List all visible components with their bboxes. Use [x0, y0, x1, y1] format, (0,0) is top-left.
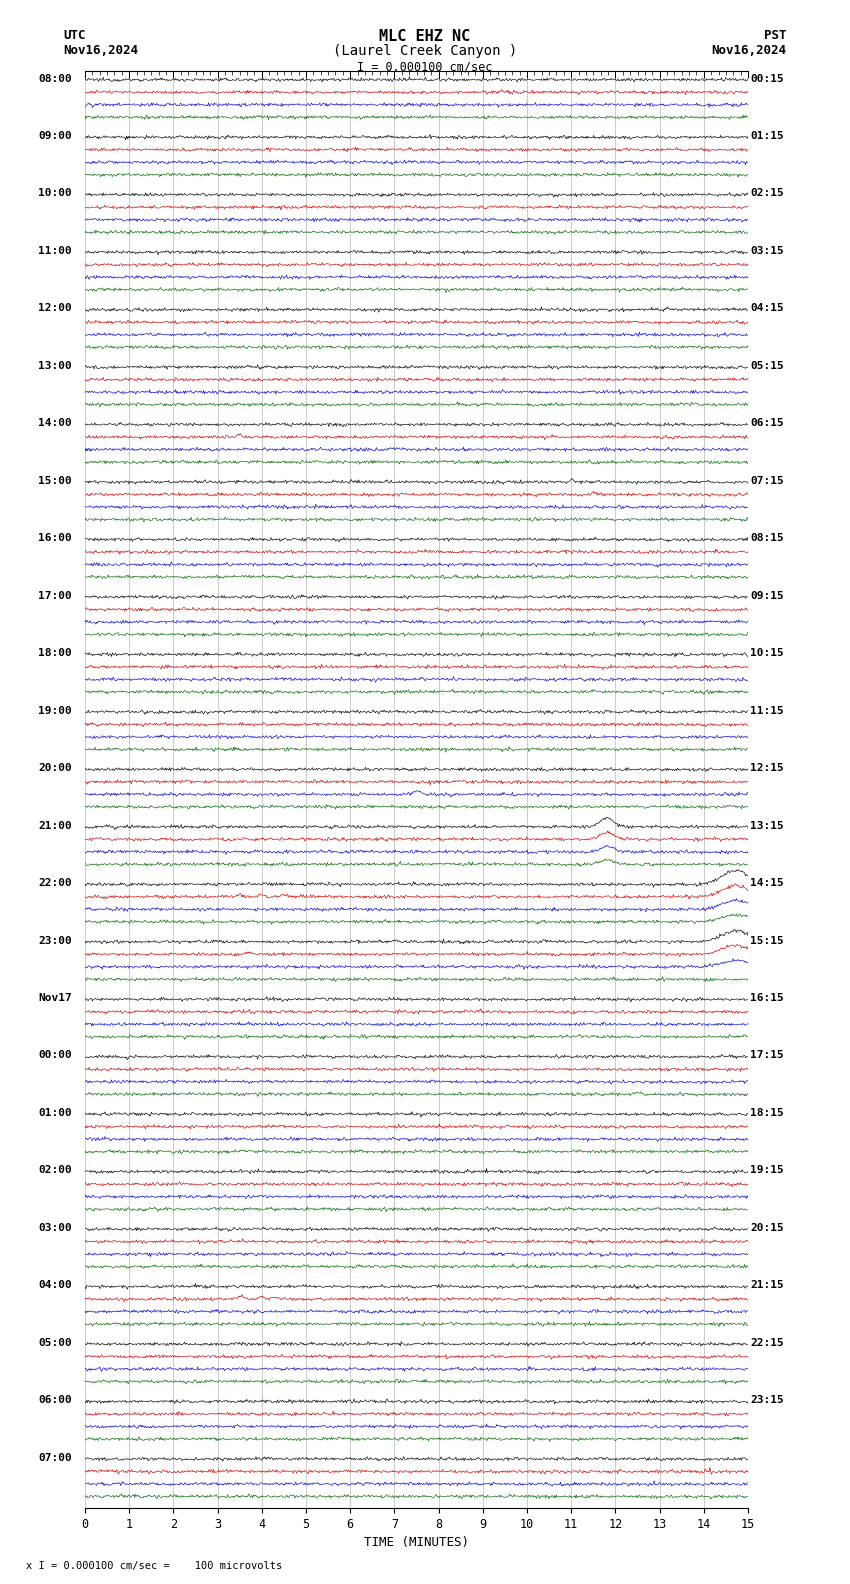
Text: 04:00: 04:00: [38, 1280, 71, 1291]
Text: I = 0.000100 cm/sec: I = 0.000100 cm/sec: [357, 60, 493, 73]
Text: 13:00: 13:00: [38, 361, 71, 371]
Text: 16:15: 16:15: [751, 993, 784, 1003]
Text: 08:00: 08:00: [38, 73, 71, 84]
Text: 19:00: 19:00: [38, 705, 71, 716]
Text: 11:00: 11:00: [38, 246, 71, 257]
Text: 01:00: 01:00: [38, 1107, 71, 1118]
Text: 20:15: 20:15: [751, 1223, 784, 1232]
Text: Nov17: Nov17: [38, 993, 71, 1003]
Text: 12:00: 12:00: [38, 304, 71, 314]
Text: 07:15: 07:15: [751, 475, 784, 486]
Text: 16:00: 16:00: [38, 534, 71, 543]
Text: 18:15: 18:15: [751, 1107, 784, 1118]
Text: 22:00: 22:00: [38, 878, 71, 889]
Text: 15:00: 15:00: [38, 475, 71, 486]
Text: 17:00: 17:00: [38, 591, 71, 600]
Text: 03:15: 03:15: [751, 246, 784, 257]
Text: 14:15: 14:15: [751, 878, 784, 889]
Text: 21:15: 21:15: [751, 1280, 784, 1291]
Text: 04:15: 04:15: [751, 304, 784, 314]
Text: 06:00: 06:00: [38, 1396, 71, 1405]
Text: 10:00: 10:00: [38, 188, 71, 198]
X-axis label: TIME (MINUTES): TIME (MINUTES): [364, 1536, 469, 1549]
Text: 13:15: 13:15: [751, 821, 784, 830]
Text: Nov16,2024: Nov16,2024: [711, 44, 786, 57]
Text: 03:00: 03:00: [38, 1223, 71, 1232]
Text: 18:00: 18:00: [38, 648, 71, 659]
Text: 12:15: 12:15: [751, 763, 784, 773]
Text: 06:15: 06:15: [751, 418, 784, 428]
Text: 21:00: 21:00: [38, 821, 71, 830]
Text: PST: PST: [764, 29, 786, 41]
Text: 15:15: 15:15: [751, 936, 784, 946]
Text: 09:15: 09:15: [751, 591, 784, 600]
Text: 01:15: 01:15: [751, 131, 784, 141]
Text: (Laurel Creek Canyon ): (Laurel Creek Canyon ): [333, 44, 517, 59]
Text: 19:15: 19:15: [751, 1166, 784, 1175]
Text: 20:00: 20:00: [38, 763, 71, 773]
Text: 08:15: 08:15: [751, 534, 784, 543]
Text: 02:00: 02:00: [38, 1166, 71, 1175]
Text: 05:15: 05:15: [751, 361, 784, 371]
Text: 10:15: 10:15: [751, 648, 784, 659]
Text: 05:00: 05:00: [38, 1338, 71, 1348]
Text: 23:15: 23:15: [751, 1396, 784, 1405]
Text: 09:00: 09:00: [38, 131, 71, 141]
Text: 14:00: 14:00: [38, 418, 71, 428]
Text: 00:00: 00:00: [38, 1050, 71, 1060]
Text: MLC EHZ NC: MLC EHZ NC: [379, 29, 471, 43]
Text: 23:00: 23:00: [38, 936, 71, 946]
Text: 22:15: 22:15: [751, 1338, 784, 1348]
Text: UTC: UTC: [64, 29, 86, 41]
Text: 11:15: 11:15: [751, 705, 784, 716]
Text: 07:00: 07:00: [38, 1453, 71, 1462]
Text: Nov16,2024: Nov16,2024: [64, 44, 139, 57]
Text: x I = 0.000100 cm/sec =    100 microvolts: x I = 0.000100 cm/sec = 100 microvolts: [26, 1562, 281, 1571]
Text: 00:15: 00:15: [751, 73, 784, 84]
Text: 02:15: 02:15: [751, 188, 784, 198]
Text: 17:15: 17:15: [751, 1050, 784, 1060]
